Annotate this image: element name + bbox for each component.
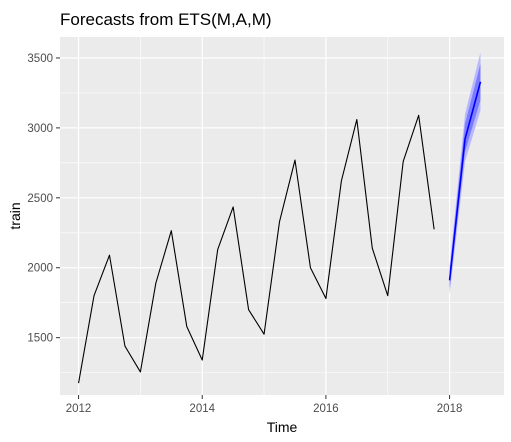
x-tick-label: 2014: [189, 403, 215, 415]
x-axis-title: Time: [267, 419, 298, 435]
grid-major: [60, 37, 504, 395]
chart-title: Forecasts from ETS(M,A,M): [60, 10, 272, 29]
observed-line: [78, 114, 435, 384]
prediction-interval-80: [449, 63, 481, 289]
x-tick-label: 2012: [66, 403, 92, 415]
forecast-line: [448, 81, 482, 281]
plot-panel: [60, 37, 504, 395]
y-tick-label: 1500: [27, 333, 53, 345]
x-axis: 2012 2014 2016 2018: [66, 395, 463, 415]
y-tick-label: 2500: [27, 193, 53, 205]
series-lines: [78, 81, 482, 384]
y-tick-label: 3000: [27, 123, 53, 135]
y-tick-label: 2000: [27, 263, 53, 275]
grid-minor: [60, 37, 504, 395]
x-tick-label: 2016: [313, 403, 339, 415]
y-tick-label: 3500: [27, 53, 53, 65]
y-axis-title: train: [7, 202, 23, 229]
x-tick-label: 2018: [437, 403, 463, 415]
y-axis: 1500 2000 2500 3000 3500: [27, 53, 60, 345]
